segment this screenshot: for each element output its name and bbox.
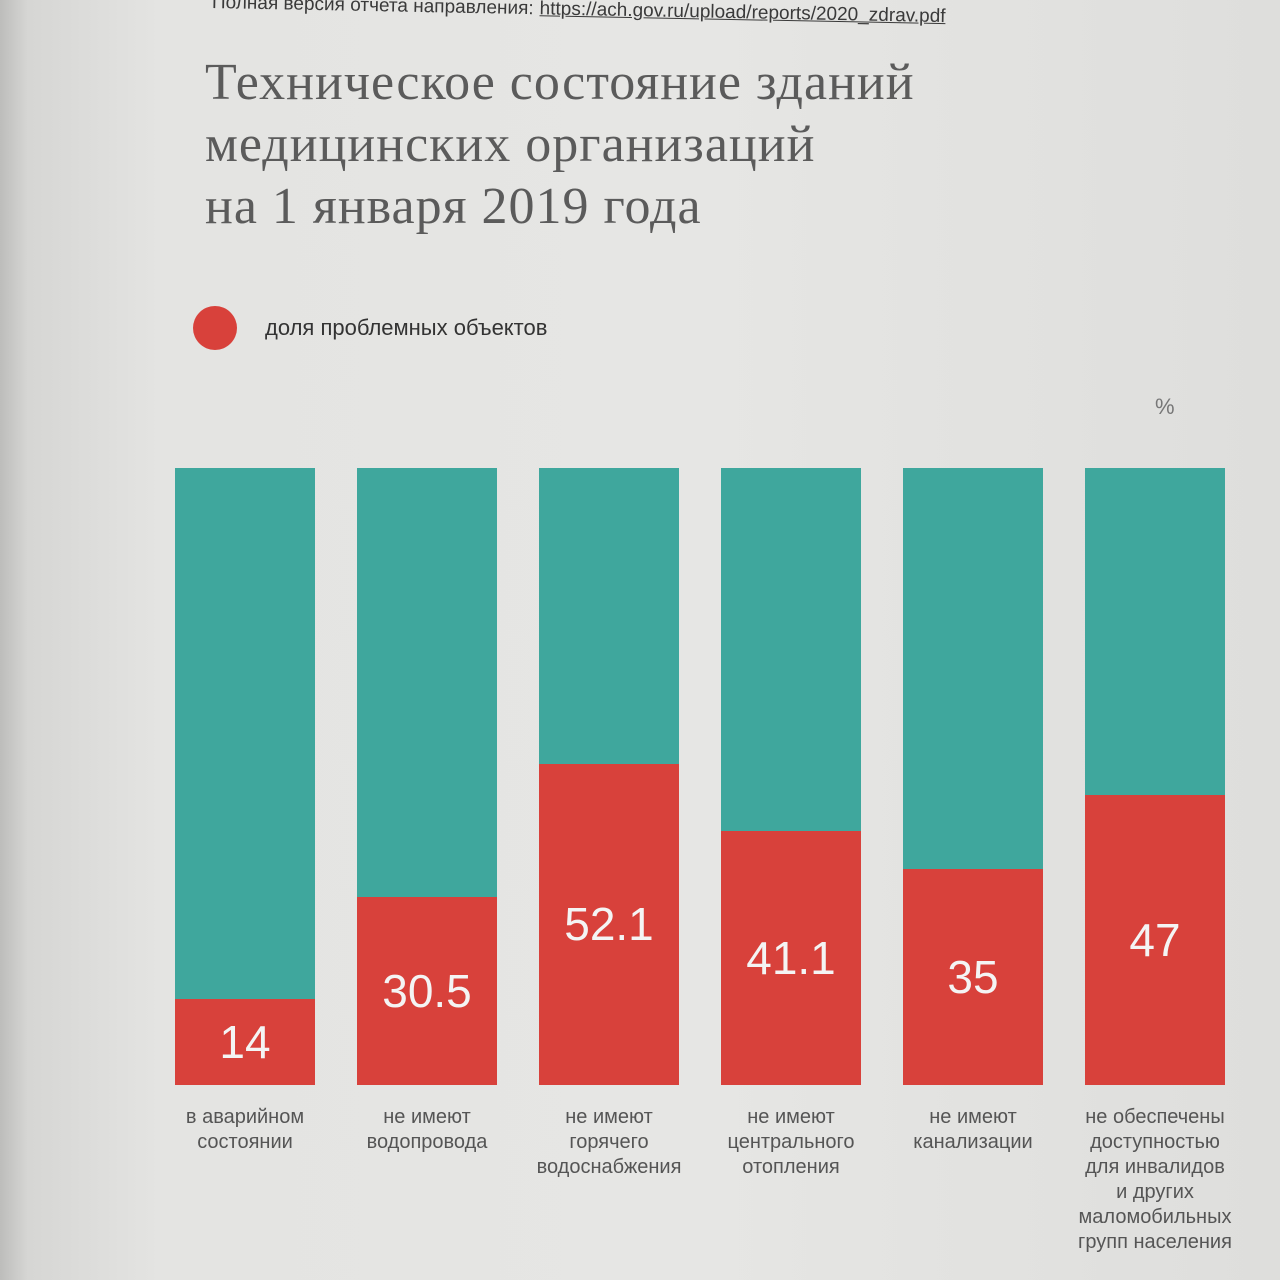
bar-remainder-segment xyxy=(903,468,1043,870)
bar-value-label: 35 xyxy=(947,951,999,1004)
category-label: в аварийном состоянии xyxy=(185,1106,305,1153)
category-label: не имеют центрального отопления xyxy=(727,1106,855,1178)
bar-remainder-segment xyxy=(1085,468,1225,795)
unit-label: % xyxy=(1155,394,1175,419)
bar-problem-share-segment xyxy=(903,869,1043,1085)
category-label: не имеют канализации xyxy=(913,1106,1033,1153)
category-label: не имеют водопровода xyxy=(366,1106,488,1153)
bar-problem-share-segment xyxy=(175,998,315,1085)
bar-problem-share-segment xyxy=(357,896,497,1085)
bar-value-label: 47 xyxy=(1129,914,1181,966)
bar-remainder-segment xyxy=(175,468,315,999)
category-label: не обеспечены доступностью для инвалидов… xyxy=(1078,1106,1232,1253)
bar-remainder-segment xyxy=(721,468,861,832)
category-label: не имеют горячего водоснабжения xyxy=(536,1106,682,1178)
chart-title: Техническое состояние зданий медицинских… xyxy=(205,54,915,235)
bar-value-label: 14 xyxy=(219,1015,271,1068)
bar-remainder-segment xyxy=(539,468,679,764)
bar-value-label: 52.1 xyxy=(564,898,654,951)
legend-label: доля проблемных объектов xyxy=(265,315,548,340)
bar-value-label: 41.1 xyxy=(746,932,836,985)
bar-value-label: 30.5 xyxy=(382,964,472,1017)
bar-problem-share-segment xyxy=(539,763,679,1085)
bar-problem-share-segment xyxy=(1085,795,1225,1085)
bar-problem-share-segment xyxy=(721,831,861,1085)
bar-remainder-segment xyxy=(357,468,497,897)
legend-red-dot-icon xyxy=(193,306,237,350)
legend: доля проблемных объектов xyxy=(193,306,547,350)
